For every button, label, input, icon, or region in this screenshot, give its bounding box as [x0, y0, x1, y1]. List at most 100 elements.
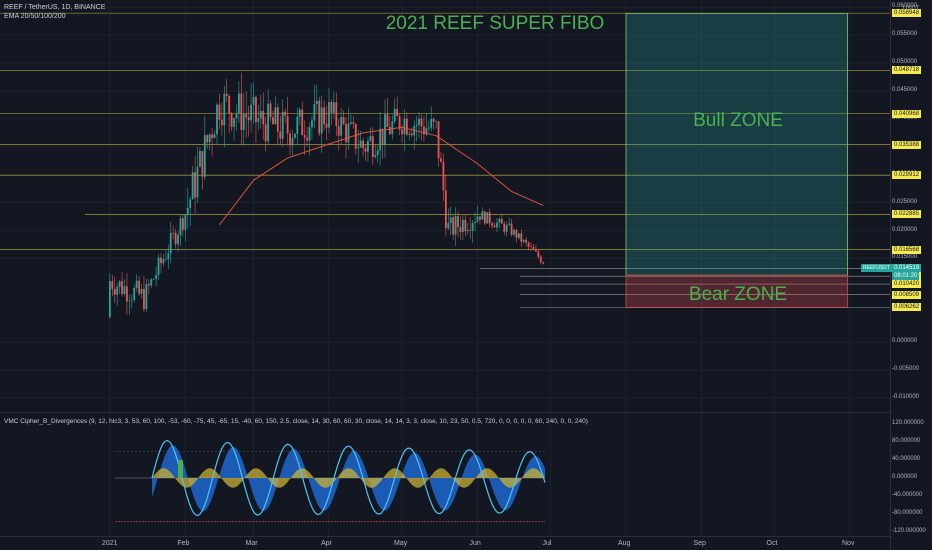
candle-body	[522, 239, 525, 242]
candle-body	[503, 223, 506, 232]
candle-body	[461, 219, 464, 232]
money-flow-area	[152, 468, 545, 488]
candle-body	[186, 207, 189, 216]
candle-body	[457, 216, 459, 228]
candle-body	[252, 96, 255, 105]
candle-body	[386, 114, 389, 127]
candle-body	[459, 227, 462, 232]
candle-body	[410, 133, 413, 136]
candle-body	[169, 232, 172, 254]
oscillator-wave1-line	[151, 439, 546, 517]
candle-body	[308, 127, 311, 141]
candle-body	[135, 280, 138, 289]
price-tick-label: 0.025000	[892, 198, 918, 205]
candle-body	[113, 289, 116, 295]
fib-level-tag: 0.029912	[892, 171, 922, 180]
candle-body	[539, 256, 542, 263]
candle-body	[172, 232, 175, 234]
candle-body	[182, 218, 184, 230]
price-tick-label: 0.000000	[892, 338, 918, 345]
bull-zone	[625, 12, 848, 276]
ema-line	[219, 126, 544, 226]
candle-body	[177, 234, 179, 245]
oscillator-tick-label: 80.000000	[892, 438, 921, 445]
candle-body	[123, 286, 126, 295]
candle-body	[418, 118, 420, 126]
candle-body	[223, 93, 226, 126]
candle-body	[284, 111, 287, 116]
candle-body	[488, 212, 491, 224]
price-tick-label: 0.015000	[892, 254, 918, 261]
bar-countdown-tag: 08:01:20	[892, 272, 920, 280]
candle-body	[133, 288, 136, 301]
candle-body	[191, 172, 194, 200]
candle-body	[281, 111, 284, 139]
candle-body	[220, 119, 223, 126]
oscillator-tick-label: -120.000000	[892, 527, 926, 534]
candle-body	[174, 232, 177, 245]
candle-body	[440, 158, 442, 162]
time-tick-label: Feb	[177, 540, 190, 547]
candle-body	[311, 120, 313, 128]
fib-level-tag: 0.048718	[892, 66, 922, 75]
candle-body	[213, 134, 216, 139]
candle-body	[401, 129, 403, 135]
candle-body	[118, 281, 121, 287]
candle-body	[242, 114, 245, 130]
candle-body	[150, 279, 153, 286]
candle-body	[381, 128, 384, 145]
candle-body	[320, 107, 323, 134]
candle-body	[359, 140, 362, 148]
candle-body	[527, 242, 530, 247]
indicator-line[interactable]: EMA 20/50/100/200	[4, 13, 66, 20]
candle-body	[111, 281, 114, 290]
candle-body	[371, 136, 374, 157]
candle-body	[391, 121, 394, 135]
oscillator-pane	[115, 439, 546, 522]
candle-body	[313, 104, 316, 121]
candle-body	[206, 135, 209, 143]
candle-body	[233, 118, 235, 127]
candle-body	[352, 122, 355, 124]
candle-body	[121, 281, 123, 295]
candle-body	[437, 121, 440, 159]
candle-body	[347, 123, 350, 143]
candle-body	[279, 131, 282, 139]
candle-body	[420, 118, 423, 127]
time-tick-label: Nov	[842, 540, 855, 547]
candle-body	[471, 223, 474, 231]
candle-body	[328, 101, 330, 128]
candle-body	[354, 123, 357, 149]
candle-body	[162, 259, 165, 264]
candle-body	[530, 246, 532, 248]
fib-level-tag: 0.040968	[892, 109, 922, 118]
candle-body	[491, 223, 494, 226]
candle-body	[388, 126, 391, 135]
candle-body	[116, 286, 119, 295]
currency-label: USDT	[903, 6, 919, 12]
candle-body	[167, 253, 170, 260]
last-price-symbol-tag: REEFUSDT	[861, 264, 892, 272]
candle-body	[513, 230, 515, 235]
candle-body	[160, 257, 162, 264]
candle-body	[250, 104, 252, 121]
candle-body	[415, 125, 418, 126]
candle-body	[196, 166, 199, 198]
candle-body	[447, 223, 450, 229]
candle-body	[164, 259, 167, 260]
zones	[625, 12, 848, 309]
candle-body	[500, 218, 503, 224]
candle-body	[143, 288, 145, 310]
bear-zone-label: Bear ZONE	[688, 284, 788, 305]
symbol-line[interactable]: REEF / TetherUS, 1D, BINANCE	[4, 4, 106, 11]
candle-body	[230, 113, 233, 127]
candle-body	[474, 221, 476, 224]
candle-body	[262, 111, 265, 125]
candle-body	[108, 281, 111, 318]
price-tick-label: -0.010000	[892, 394, 920, 401]
last-price-tag: 0.014519	[892, 264, 922, 272]
fib-level-tag: 0.035388	[892, 140, 922, 149]
price-tick-label: 0.060000	[892, 3, 918, 10]
oscillator-label[interactable]: VMC Cipher_B_Divergences (9, 12, hlc3, 3…	[4, 418, 588, 425]
